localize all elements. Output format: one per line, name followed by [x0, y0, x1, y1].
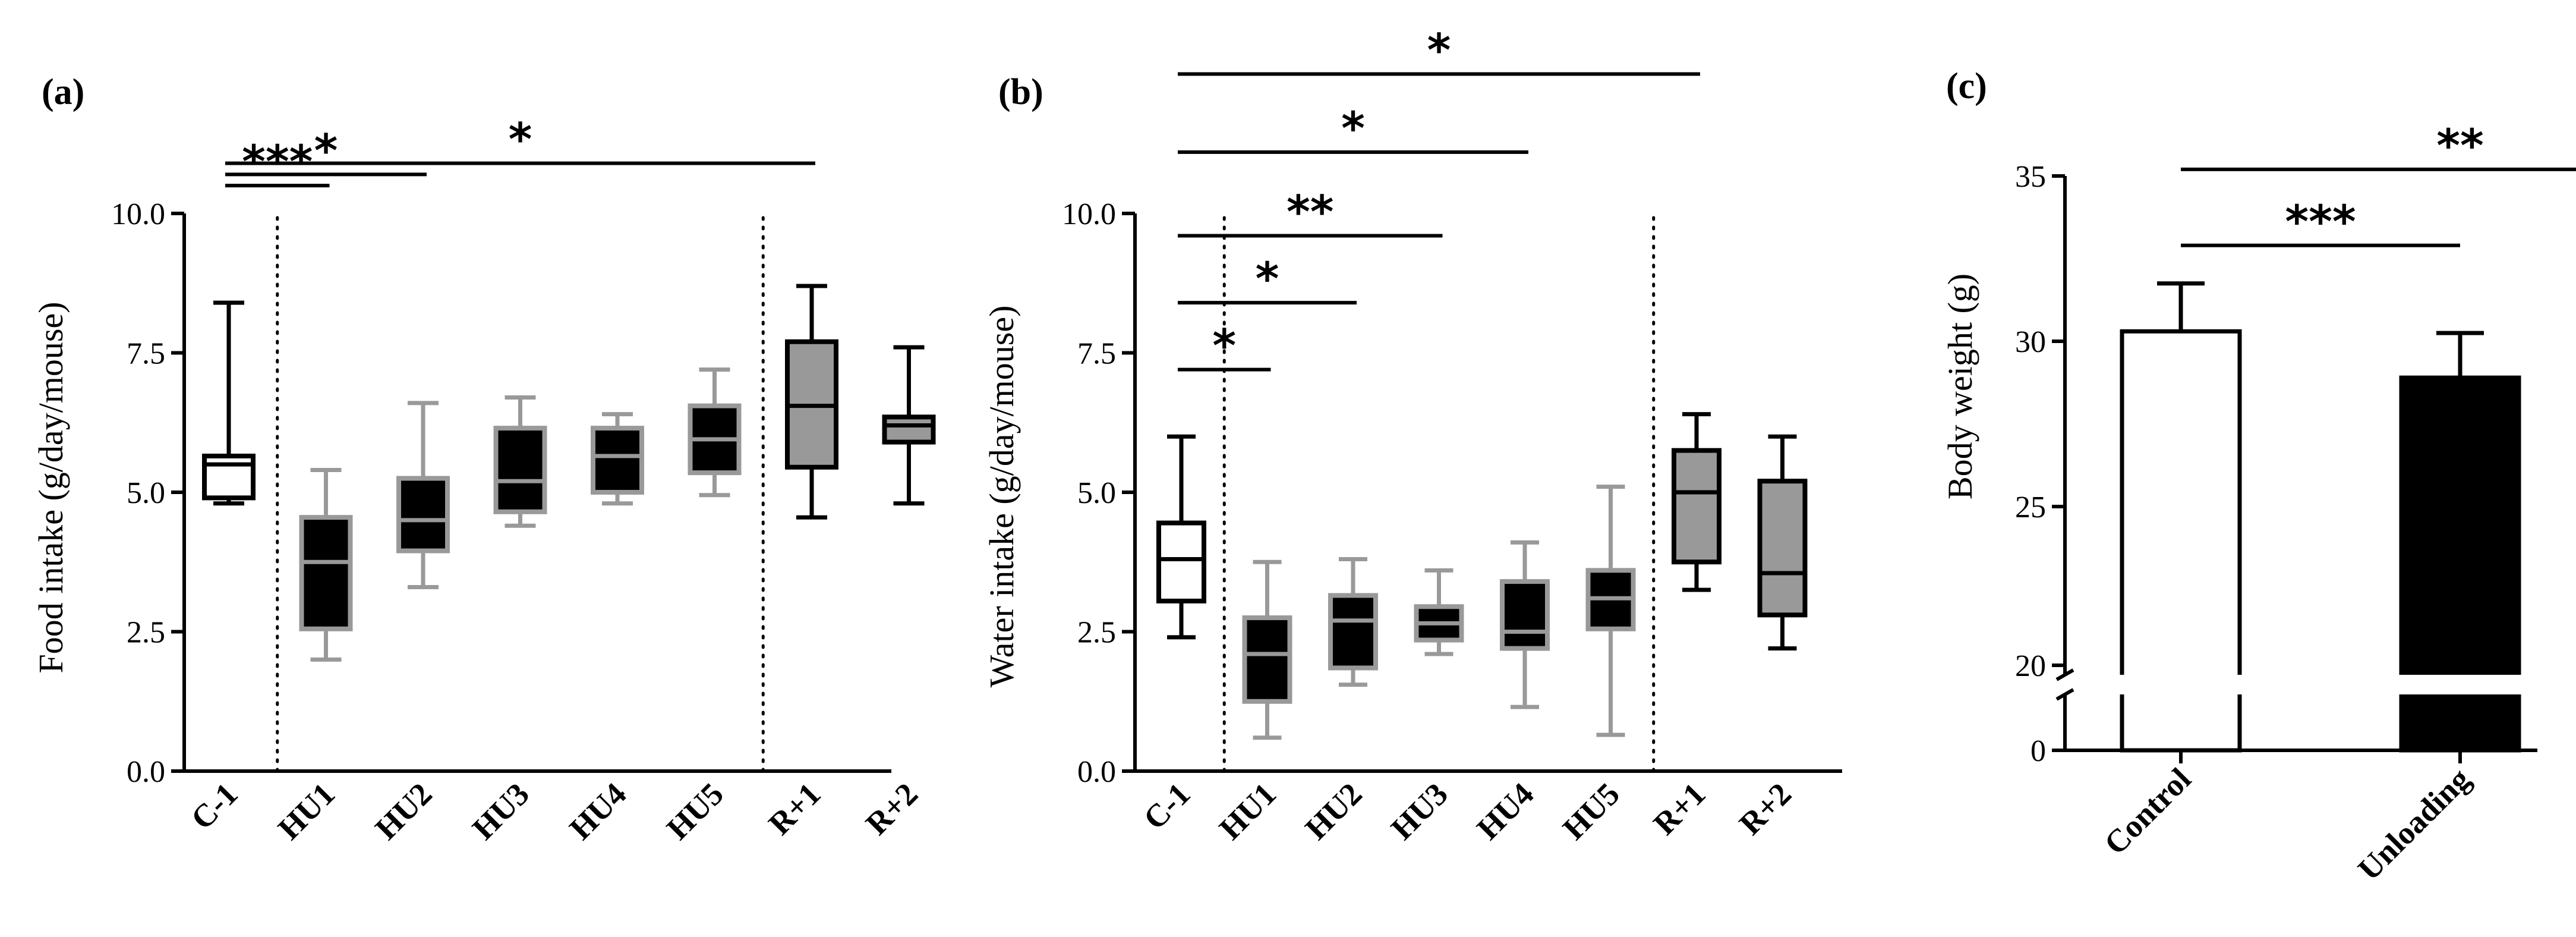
panel-c-significance-label: ***: [2285, 195, 2356, 248]
panel-b-y-tick-label: 7.5: [1077, 337, 1116, 371]
panel-b-box-body: [1500, 579, 1550, 651]
panel-b-box-hu2: [1328, 557, 1378, 687]
panel-a-box-hu5: [688, 367, 742, 498]
panel-a-box-body: [396, 476, 450, 554]
panel-c-y-tick-label: 35: [2015, 160, 2046, 194]
panel-a-box-hu1: [299, 467, 353, 662]
panel-b-box-c-1: [1156, 434, 1206, 640]
panel-b-significance-label: *: [1212, 319, 1236, 372]
panel-c-y-tick-label: 0: [2030, 734, 2046, 768]
panel-b-box-hu3: [1414, 568, 1464, 656]
panel-b-y-tick-label: 10.0: [1062, 197, 1116, 231]
panel-a-box-hu2: [396, 401, 450, 589]
panel-b-significance-label: *: [1427, 24, 1451, 77]
panel-c-y-tick-label: 30: [2015, 325, 2046, 359]
panel-a-y-tick-label: 5.0: [127, 476, 165, 510]
panel-a-box-body: [299, 515, 353, 631]
panel-b-significance-label: **: [1287, 185, 1334, 238]
panel-c-significance-label: **: [2436, 119, 2484, 172]
panel-a-y-axis-title: Food intake (g/day/mouse): [31, 301, 70, 673]
panel-a-box-body: [591, 426, 644, 495]
panel-b-box-body: [1757, 479, 1808, 618]
panel-a-significance-label: *: [509, 113, 532, 166]
panel-c-y-axis-title: Body weight (g): [1941, 273, 1979, 499]
panel-c-y-tick-label: 20: [2015, 649, 2046, 683]
panel-a-box-body: [202, 454, 256, 501]
panel-c-label: (c): [1946, 66, 1987, 106]
panel-b-box-body: [1242, 615, 1292, 704]
panel-b-box-hu4: [1500, 540, 1550, 709]
panel-b-box-body: [1328, 593, 1378, 671]
panel-a-box-hu4: [591, 412, 644, 506]
panel-b-box-hu1: [1242, 559, 1292, 740]
panel-a-box-body: [493, 426, 547, 514]
panel-b-y-tick-label: 5.0: [1077, 476, 1116, 510]
panel-a-box-r-2: [882, 345, 936, 506]
panel-a-box-r-1: [785, 284, 838, 520]
panel-c-axis-break-mark: [2055, 688, 2074, 701]
panel-a-y-tick-label: 7.5: [127, 337, 165, 371]
panel-a-significance-label: *: [314, 124, 338, 177]
panel-b-box-body: [1672, 448, 1721, 565]
panel-b-box-r-1: [1672, 412, 1721, 592]
panel-c-y-tick-label: 25: [2015, 490, 2046, 524]
panel-b-box-body: [1156, 520, 1206, 603]
panel-b-significance-label: *: [1256, 252, 1279, 305]
panel-b-y-axis-title: Water intake (g/day/mouse): [982, 306, 1021, 688]
panel-b-y-tick-label: 0.0: [1077, 755, 1116, 789]
panel-a-y-tick-label: 0.0: [127, 755, 165, 789]
panel-b-box-hu5: [1585, 485, 1636, 737]
panel-c-axis-break-band: [2067, 675, 2540, 694]
panel-a-box-c-1: [202, 300, 256, 506]
panel-b-box-r-2: [1757, 434, 1808, 651]
panel-a-label: (a): [42, 72, 84, 112]
panel-a-box-hu3: [493, 395, 547, 528]
panel-a-y-tick-label: 10.0: [111, 197, 165, 231]
panel-b-significance-label: *: [1341, 102, 1365, 155]
panel-c-axis-break-mark: [2055, 668, 2074, 681]
panel-a-box-body: [882, 414, 936, 445]
panel-b-y-tick-label: 2.5: [1077, 616, 1116, 650]
panel-a-y-tick-label: 2.5: [127, 616, 165, 650]
panel-b-label: (b): [998, 72, 1043, 112]
